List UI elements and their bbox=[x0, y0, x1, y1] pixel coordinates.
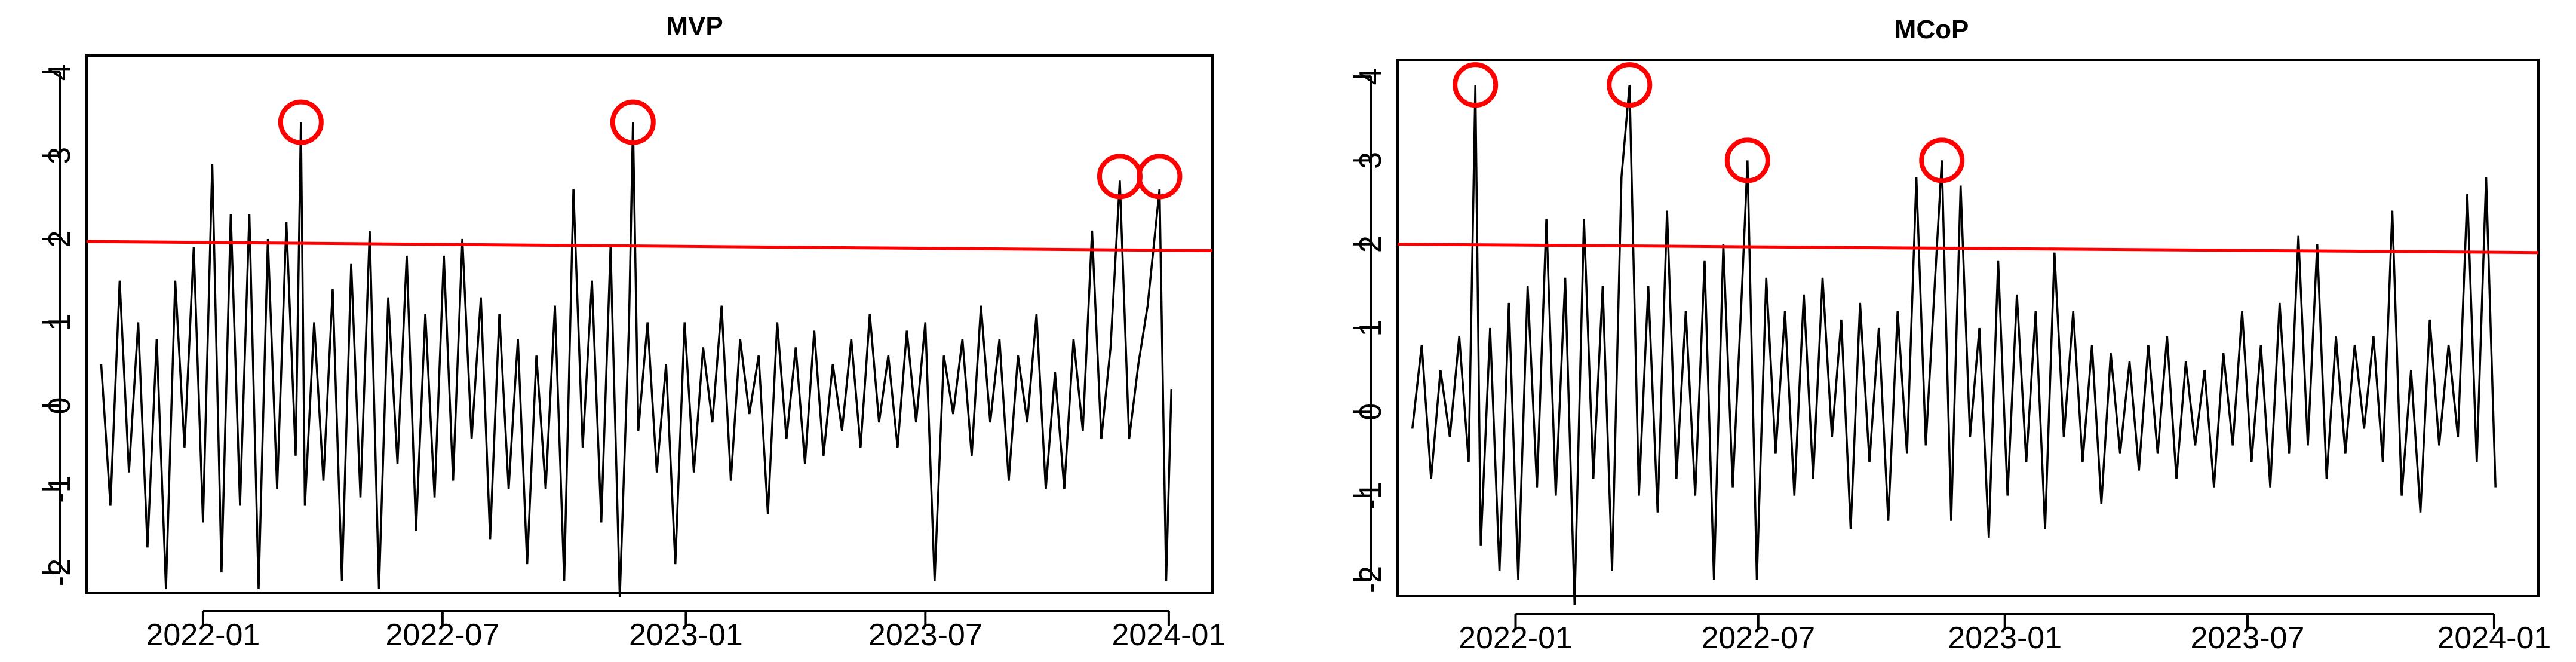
mcop-chart-title: MCoP bbox=[1895, 15, 1969, 44]
mcop-highlight-circle bbox=[1453, 62, 1499, 108]
mvp-plot-frame bbox=[85, 54, 1214, 594]
mcop-y-tick-label: 4 bbox=[1353, 68, 1388, 85]
mvp-y-tick-label: -1 bbox=[42, 475, 77, 502]
mvp-highlight-circle bbox=[610, 99, 656, 145]
mvp-series-line bbox=[100, 122, 1173, 598]
mcop-y-tick-label: -1 bbox=[1353, 482, 1388, 510]
mcop-plot-frame bbox=[1396, 59, 2540, 597]
mcop-series-line bbox=[1411, 84, 2497, 605]
mcop-y-tick-label: 2 bbox=[1353, 235, 1388, 253]
mcop-y-tick-label: 0 bbox=[1353, 403, 1388, 421]
mcop-x-tick-label: 2022-01 bbox=[1459, 621, 1573, 655]
mvp-chart: MVP -2 -1 0 1 2 3 4 2022-01 2022-07 2023-01 2023-0… bbox=[42, 11, 1226, 652]
mcop-x-tick-label: 2024-01 bbox=[2437, 621, 2552, 655]
mcop-x-tick-label: 2023-01 bbox=[1948, 621, 2062, 655]
mvp-y-tick-label: 3 bbox=[42, 147, 77, 164]
mvp-y-tick-label: 2 bbox=[42, 231, 77, 248]
mcop-threshold-line bbox=[1397, 243, 2539, 255]
mvp-x-tick-label: 2022-01 bbox=[146, 618, 260, 652]
mcop-y-tick-label: 1 bbox=[1353, 320, 1388, 337]
mvp-y-tick-label: 4 bbox=[42, 63, 77, 81]
mvp-x-tick-label: 2023-01 bbox=[629, 618, 743, 652]
mvp-x-tick-label: 2024-01 bbox=[1112, 618, 1226, 652]
mvp-threshold-line bbox=[86, 240, 1213, 253]
mcop-x-tick-label: 2022-07 bbox=[1701, 621, 1815, 655]
mcop-highlight-circle bbox=[1919, 137, 1965, 183]
mcop-highlight-circle bbox=[1607, 62, 1653, 108]
mvp-y-tick-label: -2 bbox=[42, 559, 77, 586]
mvp-y-tick-label: 1 bbox=[42, 314, 77, 331]
mvp-y-tick-label: 0 bbox=[42, 397, 77, 415]
mvp-x-tick-label: 2023-07 bbox=[868, 618, 982, 652]
mcop-x-tick-label: 2023-07 bbox=[2191, 621, 2305, 655]
mcop-y-tick-label: 3 bbox=[1353, 152, 1388, 169]
mcop-y-tick-label: -2 bbox=[1353, 566, 1388, 593]
mvp-x-tick-label: 2022-07 bbox=[385, 618, 499, 652]
mcop-chart: MCoP -2 -1 0 1 2 3 4 2022-01 2022-07 2023-01 2023-… bbox=[1353, 15, 2551, 655]
mvp-highlight-circle bbox=[1137, 154, 1183, 200]
mvp-highlight-circle bbox=[278, 99, 324, 145]
mvp-chart-title: MVP bbox=[666, 11, 723, 41]
mcop-highlight-circle bbox=[1724, 137, 1770, 183]
